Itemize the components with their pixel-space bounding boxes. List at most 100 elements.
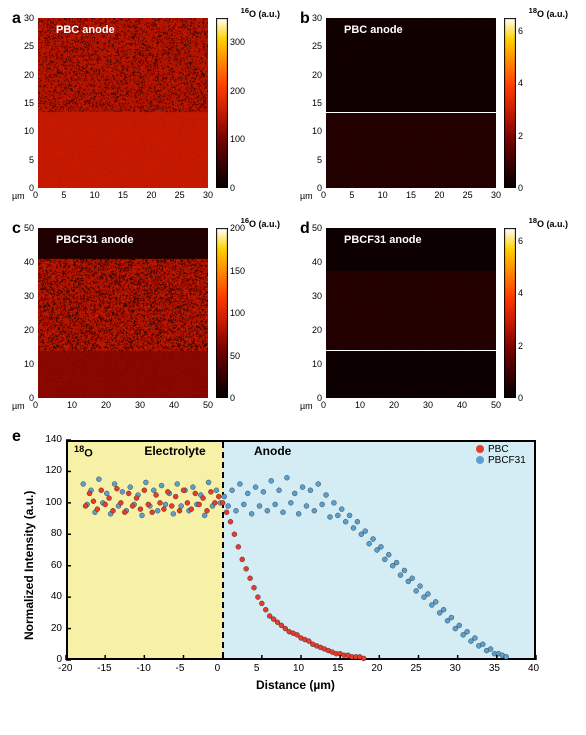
plot-x-tick: 15 <box>332 663 343 674</box>
data-point <box>205 508 210 513</box>
data-point <box>181 488 186 493</box>
map-a: PBC anode <box>38 18 208 188</box>
data-point <box>236 544 241 549</box>
data-point <box>220 500 225 505</box>
map-canvas-b <box>326 18 496 188</box>
y-tick: 40 <box>24 257 34 267</box>
data-point <box>465 629 470 634</box>
data-point <box>253 485 258 490</box>
map-canvas-a <box>38 18 208 188</box>
data-point <box>103 502 108 507</box>
cbar-tick: 300 <box>230 37 245 47</box>
panel-a: a 16O (a.u.) PBC anode 051015202530 0510… <box>8 8 290 208</box>
data-point <box>378 544 383 549</box>
data-point <box>308 488 313 493</box>
data-point <box>433 599 438 604</box>
cbar-tick: 0 <box>230 183 235 193</box>
data-point <box>114 486 119 491</box>
data-point <box>232 532 237 537</box>
cbar-canvas-b <box>504 18 516 188</box>
plot-y-tick: 140 <box>40 434 62 445</box>
data-point <box>249 511 254 516</box>
figure-container: a 16O (a.u.) PBC anode 051015202530 0510… <box>0 0 586 735</box>
data-point <box>158 500 163 505</box>
cbar-title-b: 18O (a.u.) <box>529 6 568 19</box>
y-tick: 25 <box>24 41 34 51</box>
cbar-title-d: 18O (a.u.) <box>529 216 568 229</box>
unit-c: µm <box>12 401 25 411</box>
data-point <box>143 480 148 485</box>
y-tick: 40 <box>312 257 322 267</box>
x-ticks-a: 051015202530 <box>38 190 208 202</box>
data-point <box>361 656 366 661</box>
x-tick: 0 <box>33 190 38 200</box>
data-point <box>284 475 289 480</box>
x-tick: 50 <box>203 400 213 410</box>
x-tick: 0 <box>321 400 326 410</box>
plot-x-tick: 40 <box>528 663 539 674</box>
panel-letter-d: d <box>300 220 310 238</box>
data-point <box>480 642 485 647</box>
cbar-tick: 150 <box>230 266 245 276</box>
plot-x-tick: 0 <box>215 663 221 674</box>
y-axis-title: Normalized Intensity (a.u.) <box>22 491 36 640</box>
x-tick: 15 <box>118 190 128 200</box>
cbar-tick: 50 <box>230 351 240 361</box>
data-point <box>414 588 419 593</box>
data-point <box>161 507 166 512</box>
cbar-c: 050100150200 <box>216 228 228 403</box>
data-point <box>457 623 462 628</box>
data-point <box>179 504 184 509</box>
data-point <box>104 491 109 496</box>
data-point <box>112 482 117 487</box>
y-tick: 20 <box>24 70 34 80</box>
data-point <box>398 573 403 578</box>
data-point <box>95 507 100 512</box>
cbar-tick: 0 <box>230 393 235 403</box>
y-tick: 15 <box>24 98 34 108</box>
x-tick: 30 <box>135 400 145 410</box>
cbar-tick: 6 <box>518 236 523 246</box>
map-wrap-c: 16O (a.u.) PBCF31 anode 01020304050 0102… <box>38 218 288 388</box>
plot-y-tick: 120 <box>40 465 62 476</box>
cbar-tick: 2 <box>518 131 523 141</box>
map-c: PBCF31 anode <box>38 228 208 398</box>
cbar-canvas-a <box>216 18 228 188</box>
data-point <box>263 607 268 612</box>
data-point <box>91 499 96 504</box>
x-tick: 30 <box>203 190 213 200</box>
data-point <box>142 488 147 493</box>
data-point <box>265 508 270 513</box>
data-point <box>169 504 174 509</box>
data-point <box>224 510 229 515</box>
legend-dot-pbc <box>476 445 484 453</box>
plot-x-tick: 20 <box>371 663 382 674</box>
plot-y-tick: 20 <box>40 623 62 634</box>
overlay-b: PBC anode <box>344 24 403 36</box>
map-wrap-a: 16O (a.u.) PBC anode 051015202530 051015… <box>38 8 288 178</box>
data-point <box>261 489 266 494</box>
data-point <box>159 483 164 488</box>
y-tick: 50 <box>312 223 322 233</box>
data-point <box>128 485 133 490</box>
panel-c: c 16O (a.u.) PBCF31 anode 01020304050 01… <box>8 218 290 418</box>
data-point <box>177 508 182 513</box>
panel-letter-a: a <box>12 10 21 28</box>
data-point <box>130 504 135 509</box>
x-tick: 50 <box>491 400 501 410</box>
data-point <box>208 489 213 494</box>
x-ticks-b: 051015202530 <box>326 190 496 202</box>
panel-b: b 18O (a.u.) PBC anode 051015202530 0510… <box>296 8 578 208</box>
cbar-d: 0246 <box>504 228 516 403</box>
cbar-tick: 0 <box>518 393 523 403</box>
data-point <box>138 507 143 512</box>
data-point <box>202 513 207 518</box>
data-point <box>111 508 116 513</box>
data-point <box>324 493 329 498</box>
y-tick: 50 <box>24 223 34 233</box>
data-point <box>122 510 127 515</box>
x-tick: 10 <box>355 400 365 410</box>
data-point <box>185 500 190 505</box>
cbar-canvas-d <box>504 228 516 398</box>
panel-letter-c: c <box>12 220 21 238</box>
